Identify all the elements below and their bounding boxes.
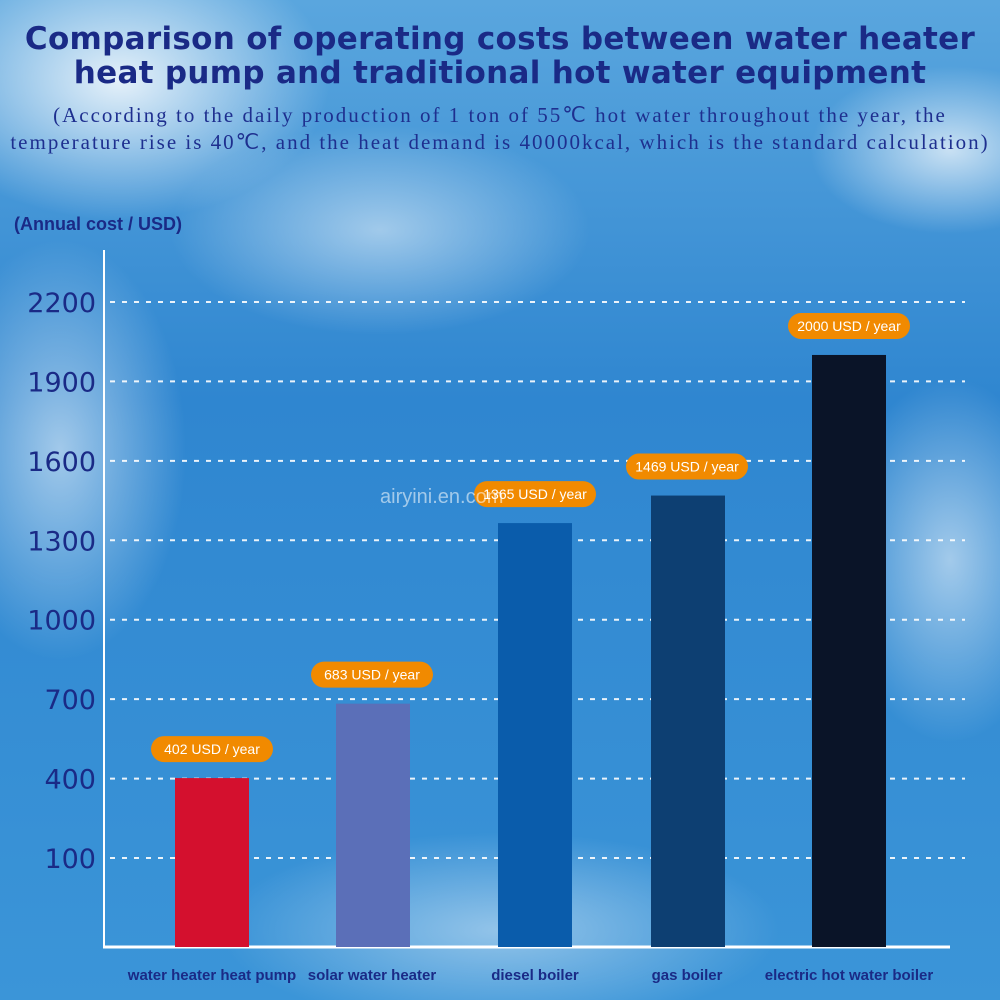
y-axis-label: (Annual cost / USD)	[14, 214, 183, 234]
bar	[651, 495, 725, 947]
bar	[498, 523, 572, 947]
data-label: 402 USD / year	[164, 741, 260, 757]
y-tick-label: 1600	[27, 447, 96, 478]
bar	[336, 703, 410, 947]
bar	[175, 778, 249, 947]
y-tick-label: 1300	[27, 526, 96, 557]
data-label: 1365 USD / year	[483, 486, 587, 502]
chart-title: Comparison of operating costs between wa…	[24, 21, 976, 91]
y-tick-label: 1000	[27, 606, 96, 637]
x-category-label: solar water heater	[308, 967, 437, 984]
data-label-pill	[311, 661, 433, 688]
x-category-label: gas boiler	[652, 967, 723, 984]
x-category-label: electric hot water boiler	[765, 967, 934, 984]
x-category-label: diesel boiler	[491, 967, 579, 984]
y-tick-label: 2200	[27, 288, 96, 319]
data-label: 683 USD / year	[324, 667, 420, 683]
data-label-pill	[151, 736, 273, 763]
y-tick-label: 100	[44, 844, 96, 875]
data-label: 1469 USD / year	[635, 459, 739, 475]
bar	[812, 354, 886, 947]
y-tick-label: 1900	[27, 367, 96, 398]
y-tick-label: 700	[44, 685, 96, 716]
data-label-pill	[626, 453, 748, 480]
watermark: airyini.en.com	[380, 486, 504, 508]
y-tick-label: 400	[44, 765, 96, 796]
data-label-pill	[788, 312, 910, 339]
data-label: 2000 USD / year	[797, 318, 901, 334]
data-label-pill	[474, 481, 596, 508]
chart-subtitle: (According to the daily production of 1 …	[10, 103, 990, 154]
x-category-label: water heater heat pump	[127, 967, 296, 984]
